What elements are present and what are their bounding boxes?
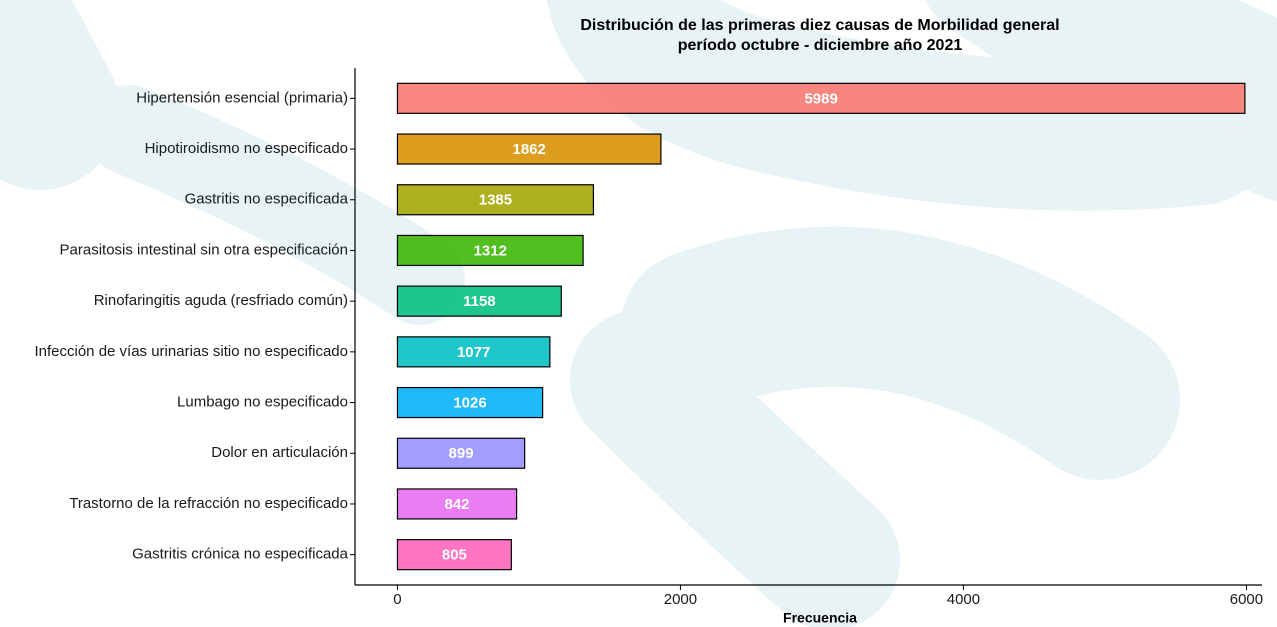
- value-label: 805: [442, 547, 467, 564]
- x-tick-label: 0: [393, 591, 401, 608]
- x-tick-label: 2000: [664, 591, 697, 608]
- x-tick-label: 4000: [947, 591, 980, 608]
- y-tick-label: Dolor en articulación: [211, 444, 348, 461]
- bar: [396, 133, 662, 165]
- value-label: 899: [449, 445, 474, 462]
- y-tick-label: Lumbago no especificado: [177, 394, 348, 411]
- chart-title: Distribución de las primeras diez causas…: [580, 17, 1059, 34]
- value-label: 1862: [512, 141, 545, 158]
- y-tick-label: Trastorno de la refracción no especifica…: [69, 495, 348, 512]
- y-tick-label: Gastritis crónica no especificada: [132, 546, 349, 563]
- value-label: 1026: [453, 395, 486, 412]
- x-axis-title: Frecuencia: [783, 610, 857, 626]
- bar: [396, 285, 562, 317]
- bar: [396, 82, 1246, 114]
- bar: [396, 336, 551, 368]
- bar: [396, 386, 544, 419]
- bar: [396, 488, 518, 520]
- value-label: 1158: [463, 293, 496, 310]
- bar: [396, 184, 595, 216]
- bar: [396, 234, 584, 267]
- y-tick-label: Parasitosis intestinal sin otra especifi…: [60, 241, 348, 258]
- value-label: 5989: [804, 90, 837, 107]
- y-tick-label: Hipertensión esencial (primaria): [136, 89, 348, 106]
- value-label: 842: [445, 496, 470, 513]
- y-tick-label: Infección de vías urinarias sitio no esp…: [34, 343, 348, 360]
- bar: [396, 437, 526, 469]
- y-tick-label: Gastritis no especificada: [185, 191, 349, 208]
- bar: [396, 539, 512, 571]
- y-tick-label: Hipotiroidismo no especificado: [145, 140, 348, 157]
- value-label: 1385: [479, 192, 512, 209]
- x-tick-label: 6000: [1230, 591, 1263, 608]
- chart-subtitle: período octubre - diciembre año 2021: [678, 37, 963, 54]
- value-label: 1077: [457, 344, 490, 361]
- y-tick-label: Rinofaringitis aguda (resfriado común): [94, 292, 348, 309]
- value-label: 1312: [474, 242, 507, 259]
